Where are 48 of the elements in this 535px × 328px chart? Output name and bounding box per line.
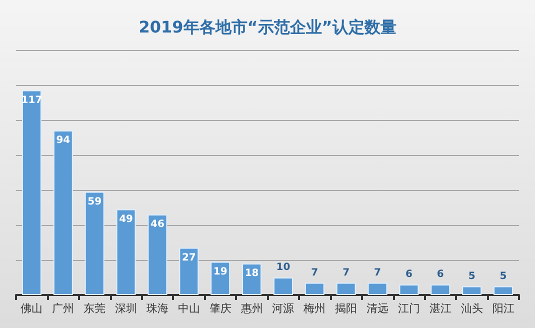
x-tick-label: 惠州	[240, 302, 263, 315]
x-tick-label: 阳江	[492, 302, 514, 315]
data-label: 6	[436, 269, 444, 280]
data-label: 7	[342, 267, 350, 278]
data-label: 94	[56, 135, 70, 146]
data-label: 19	[213, 266, 228, 278]
data-label: 27	[182, 252, 196, 264]
data-label: 7	[374, 267, 382, 278]
bar	[430, 284, 450, 295]
x-tick-label: 揭阳	[335, 302, 358, 315]
x-tick-label: 深圳	[115, 302, 138, 315]
x-tick-label: 中山	[178, 302, 200, 315]
bar	[84, 192, 104, 295]
data-label: 46	[150, 219, 164, 230]
bar	[336, 282, 356, 295]
bar	[116, 209, 136, 295]
x-tick-label: 清远	[366, 302, 389, 315]
x-tick-label: 珠海	[146, 302, 168, 315]
x-tick-label: 江门	[398, 302, 420, 315]
bar	[53, 130, 73, 295]
x-tick-label: 东莞	[84, 302, 106, 315]
bar	[399, 284, 419, 295]
bar	[304, 282, 324, 295]
data-label: 49	[119, 214, 134, 225]
data-label: 5	[500, 270, 507, 282]
x-tick-label: 梅州	[302, 302, 326, 315]
data-label: 7	[311, 267, 318, 278]
bar	[242, 264, 262, 295]
bar	[179, 248, 199, 295]
bar	[210, 262, 230, 295]
x-tick-label: 肇庆	[209, 302, 232, 315]
x-tick-label: 广州	[52, 302, 74, 315]
bar	[148, 214, 168, 295]
x-tick-label: 河源	[272, 302, 294, 315]
data-label: 10	[276, 262, 290, 273]
chart-title: 2019年各地市“示范企业”认定数量	[138, 18, 396, 36]
data-label: 5	[468, 270, 476, 282]
data-label: 18	[244, 268, 259, 279]
bar	[273, 278, 293, 295]
bar	[462, 286, 482, 295]
x-tick-label: 湛江	[429, 302, 452, 315]
bar	[22, 90, 42, 295]
data-label: 6	[405, 269, 412, 280]
bar	[368, 282, 388, 295]
x-tick-label: 汕头	[460, 302, 483, 315]
data-label: 59	[88, 196, 102, 208]
x-tick-label: 佛山	[20, 302, 43, 315]
bar	[494, 286, 514, 295]
